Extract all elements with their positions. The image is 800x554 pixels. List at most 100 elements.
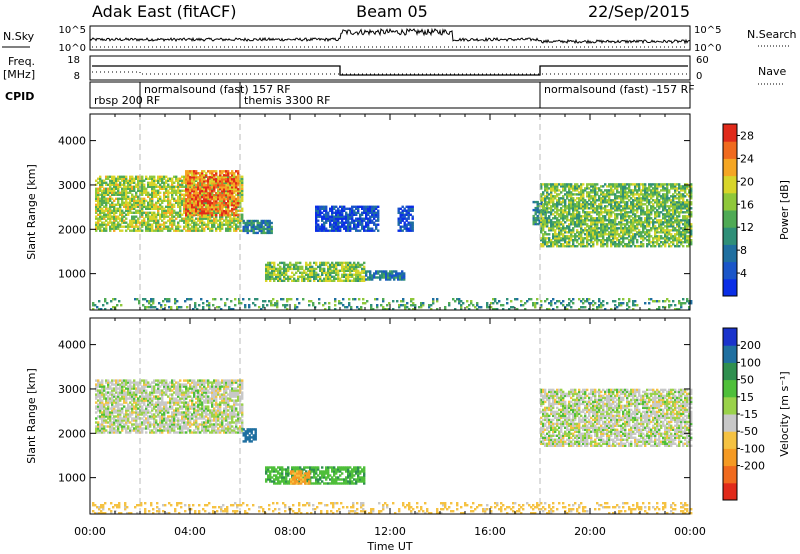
scatter-cell [165, 209, 168, 212]
scatter-cell [638, 219, 641, 222]
scatter-cell [97, 191, 100, 194]
scatter-cell [676, 229, 679, 232]
scatter-cell [556, 205, 559, 208]
scatter-cell [618, 223, 621, 226]
scatter-cell [339, 209, 342, 212]
scatter-cell [339, 205, 342, 208]
scatter-cell [273, 273, 276, 276]
scatter-cell [632, 203, 635, 206]
scatter-cell [169, 213, 172, 216]
scatter-cell [405, 219, 408, 222]
scatter-cell [242, 298, 245, 301]
scatter-cell [596, 241, 599, 244]
scatter-cell [668, 217, 671, 220]
scatter-cell [217, 192, 220, 195]
scatter-cell [267, 275, 270, 278]
scatter-cell [174, 302, 177, 305]
scatter-cell [592, 183, 595, 186]
scatter-cell [590, 241, 593, 244]
scatter-cell [578, 207, 581, 210]
scatter-cell [652, 245, 655, 248]
scatter-cell [602, 227, 605, 230]
scatter-cell [279, 261, 282, 265]
scatter-cell [369, 276, 372, 279]
scatter-cell [239, 179, 242, 182]
scatter-cell [596, 193, 599, 196]
scatter-cell [285, 263, 288, 267]
scatter-cell [355, 277, 358, 280]
scatter-cell [347, 223, 350, 226]
scatter-cell [150, 304, 153, 307]
scatter-cell [606, 195, 609, 198]
scatter-cell [191, 211, 194, 214]
scatter-cell [666, 199, 669, 202]
scatter-cell [117, 227, 120, 230]
scatter-cell [127, 195, 130, 198]
scatter-cell [223, 200, 226, 203]
scatter-cell [270, 227, 273, 231]
scatter-cell [95, 189, 98, 192]
scatter-cell [221, 210, 224, 213]
scatter-cell [335, 227, 338, 230]
scatter-cell [614, 187, 617, 190]
scatter-cell [614, 233, 617, 236]
scatter-cell [560, 233, 563, 236]
scatter-cell [648, 243, 651, 246]
scatter-cell [656, 195, 659, 198]
scatter-cell [363, 271, 366, 274]
scatter-cell [273, 261, 276, 265]
freq-tick: 8 [74, 71, 80, 82]
scatter-cell [369, 209, 372, 212]
scatter-cell [534, 222, 537, 226]
scatter-cell [564, 203, 567, 206]
scatter-cell [638, 189, 641, 192]
scatter-cell [588, 193, 591, 196]
scatter-cell [165, 187, 168, 190]
scatter-cell [269, 265, 272, 269]
scatter-cell [558, 193, 561, 196]
scatter-cell [598, 211, 601, 214]
scatter-cell [185, 229, 188, 232]
scatter-cell [686, 239, 689, 242]
scatter-cell [345, 277, 348, 280]
scatter-cell [119, 181, 122, 184]
scatter-cell [187, 180, 190, 183]
scatter-cell [371, 207, 374, 210]
scatter-cell [161, 223, 164, 226]
scatter-cell [618, 205, 621, 208]
scatter-cell [626, 245, 629, 248]
scatter-cell [153, 213, 156, 216]
scatter-cell [187, 227, 190, 230]
scatter-cell [630, 239, 633, 242]
scatter-cell [566, 245, 569, 248]
scatter-cell [680, 239, 683, 242]
scatter-cell [266, 219, 269, 223]
scatter-cell [219, 178, 222, 181]
scatter-cell [153, 219, 156, 222]
scatter-cell [608, 231, 611, 234]
scatter-cell [231, 219, 234, 222]
scatter-cell [185, 176, 188, 179]
scatter-cell [155, 185, 158, 188]
scatter-cell [209, 177, 212, 180]
scatter-cell [159, 205, 162, 208]
scatter-cell [405, 205, 408, 208]
scatter-cell [670, 205, 673, 208]
scatter-cell [254, 304, 257, 307]
scatter-cell [135, 215, 138, 218]
scatter-cell [215, 215, 218, 218]
scatter-cell [159, 223, 162, 226]
scatter-cell [353, 219, 356, 222]
scatter-cell [189, 189, 192, 192]
scatter-cell [670, 235, 673, 238]
scatter-cell [268, 227, 271, 231]
scatter-cell [117, 215, 120, 218]
scatter-cell [552, 235, 555, 238]
scatter-cell [123, 187, 126, 190]
scatter-cell [125, 195, 128, 198]
scatter-cell [343, 265, 346, 269]
scatter-cell [373, 217, 376, 220]
scatter-cell [584, 221, 587, 224]
scatter-cell [554, 197, 557, 200]
scatter-cell [121, 213, 124, 216]
